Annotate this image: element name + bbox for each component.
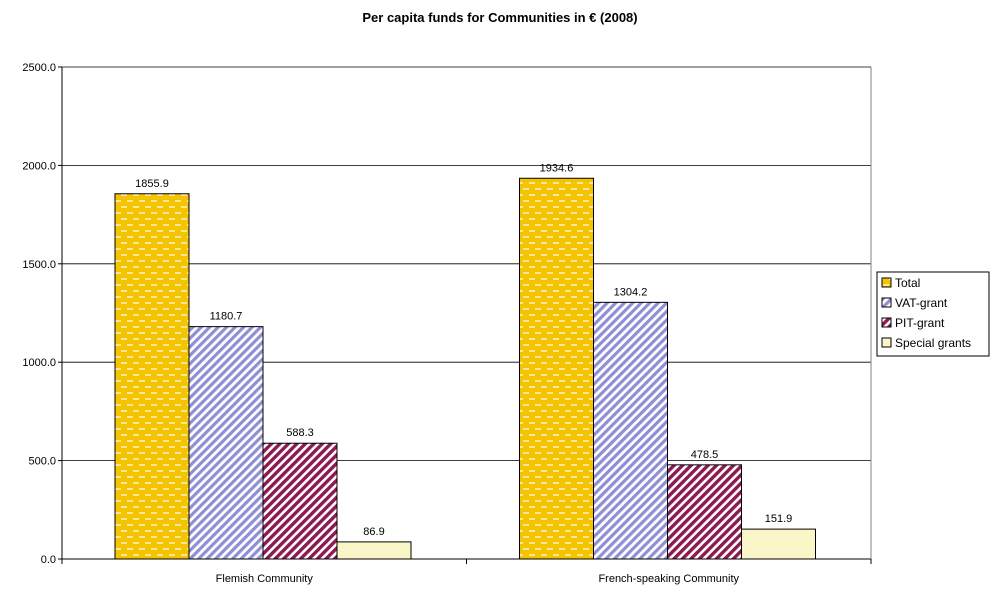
- y-tick-label: 500.0: [28, 456, 56, 468]
- x-category-label: Flemish Community: [216, 573, 314, 585]
- data-label: 1934.6: [540, 162, 574, 174]
- bar-special-grants-0: [336, 541, 412, 560]
- legend-swatch: [881, 337, 892, 348]
- data-label: 86.9: [363, 526, 384, 538]
- y-tick-label: 0.0: [41, 554, 56, 566]
- x-axis-categories: Flemish Community French-speaking Communi…: [61, 559, 872, 585]
- y-tick-label: 1500.0: [22, 259, 56, 271]
- x-category-label: French-speaking Community: [598, 573, 739, 585]
- chart-title: Per capita funds for Communities in € (2…: [362, 10, 637, 25]
- bar-vat-grant-0: [188, 326, 264, 560]
- y-tick-label: 1000.0: [22, 357, 56, 369]
- legend-swatch: [881, 277, 892, 288]
- y-tick-label: 2000.0: [22, 160, 56, 172]
- data-label: 588.3: [286, 427, 314, 439]
- data-label: 1855.9: [135, 178, 169, 190]
- legend: Total VAT-grant PIT-grant Special grants: [876, 271, 990, 357]
- legend-label: Special grants: [895, 336, 971, 350]
- data-labels: 1855.9 1180.7 588.3 86.9 1934.6 1304.2 478.5 15…: [135, 162, 792, 538]
- legend-swatch: [881, 317, 892, 328]
- data-label: 1304.2: [614, 286, 648, 298]
- bars: [114, 177, 816, 560]
- data-label: 1180.7: [210, 311, 243, 323]
- bar-special-grants-1: [741, 528, 816, 560]
- legend-label: VAT-grant: [895, 296, 948, 310]
- bar-vat-grant-1: [593, 301, 668, 560]
- data-label: 151.9: [765, 513, 793, 525]
- legend-label: PIT-grant: [895, 316, 945, 330]
- bar-pit-grant-1: [667, 464, 742, 560]
- y-tick-label: 2500.0: [22, 62, 56, 74]
- legend-swatch: [881, 297, 892, 308]
- bar-total-1: [519, 177, 594, 560]
- y-axis-ticks: 0.0 500.0 1000.0 1500.0 2000.0 2500.0: [22, 62, 62, 566]
- data-label: 478.5: [691, 449, 719, 461]
- bar-pit-grant-0: [262, 442, 338, 560]
- legend-label: Total: [895, 276, 920, 290]
- legend-box: [876, 271, 990, 357]
- bar-total-0: [114, 193, 190, 560]
